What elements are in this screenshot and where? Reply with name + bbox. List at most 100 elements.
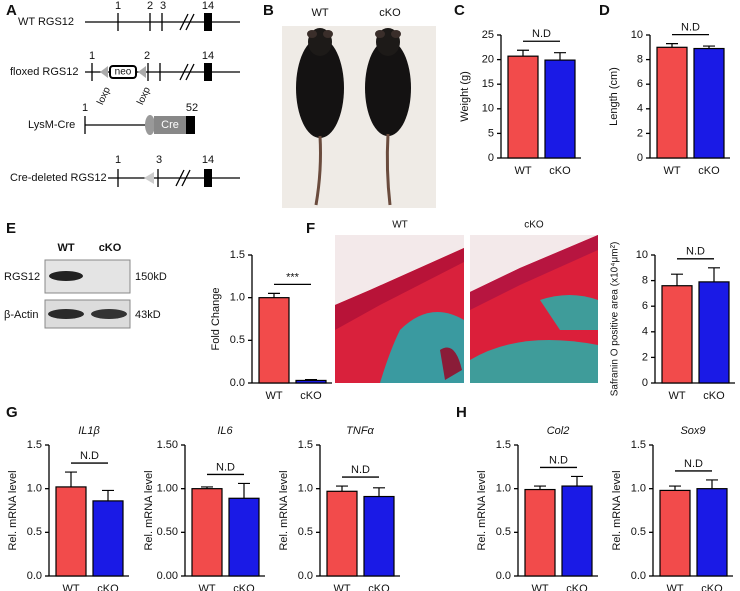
x-tick-label: cKO <box>698 165 720 177</box>
y-axis-label: Rel. mRNA level <box>278 470 290 550</box>
exon-number: 3 <box>156 154 162 166</box>
bar <box>507 55 539 159</box>
y-tick-label: 1.5 <box>496 439 511 451</box>
x-tick-label: cKO <box>549 165 571 177</box>
x-tick-label: WT <box>198 583 215 591</box>
chart-title: IL6 <box>217 425 233 437</box>
exon-number: 14 <box>202 154 214 166</box>
annotation: N.D <box>216 461 235 473</box>
x-tick-label: cKO <box>300 390 322 402</box>
panel-letter: F <box>306 220 315 237</box>
y-tick-label: 0.0 <box>27 570 42 582</box>
error-bar <box>708 267 720 282</box>
chart-title: Col2 <box>547 425 570 437</box>
exon-number: 1 <box>82 102 88 114</box>
x-tick-label: cKO <box>703 390 725 402</box>
error-bar <box>268 292 280 298</box>
y-tick-label: 0.5 <box>27 526 42 538</box>
error-bar <box>305 378 317 381</box>
protein-label: β-Actin <box>4 309 38 321</box>
chart-title: IL1β <box>78 425 100 437</box>
bar <box>561 485 593 577</box>
y-axis-label: Weight (g) <box>459 71 471 122</box>
x-tick-label: WT <box>514 165 531 177</box>
exon-number: 1 <box>89 50 95 62</box>
panel-letter: H <box>456 404 467 421</box>
annotation: N.D <box>532 28 551 40</box>
lane-label: WT <box>57 242 74 254</box>
x-tick-label: cKO <box>368 583 390 591</box>
x-tick-label: cKO <box>97 583 119 591</box>
exon-number: 14 <box>202 0 214 12</box>
y-tick-label: 2 <box>642 351 648 363</box>
histology: WT cKO <box>335 220 598 383</box>
bar <box>363 495 395 577</box>
y-tick-label: 1.0 <box>230 292 245 304</box>
protein-label: RGS12 <box>4 271 40 283</box>
panel-letter: B <box>263 2 274 19</box>
y-tick-label: 1.5 <box>27 439 42 451</box>
x-tick-label: cKO <box>566 583 588 591</box>
exon-number: 3 <box>160 0 166 12</box>
error-bar <box>706 479 718 489</box>
annotation: *** <box>286 271 300 283</box>
error-bar <box>65 471 77 487</box>
y-tick-label: 0.0 <box>298 570 313 582</box>
bar <box>661 285 693 384</box>
y-tick-label: 1.5 <box>230 249 245 261</box>
x-tick-label: WT <box>333 583 350 591</box>
annotation: N.D <box>681 22 700 34</box>
gene-label: Cre <box>161 119 179 131</box>
exon-number: 1 <box>115 154 121 166</box>
panel-letter: A <box>6 2 17 19</box>
error-bar <box>336 485 348 492</box>
size-label: 43kD <box>135 309 161 321</box>
error-bar <box>102 489 114 501</box>
photo-label: cKO <box>379 7 401 19</box>
y-tick-label: 1.00 <box>157 483 178 495</box>
y-tick-label: 1.5 <box>631 439 646 451</box>
gene-diagram: WT RGS12 1 2 3 14 floxed RGS12 neo 1 2 1… <box>10 0 240 187</box>
annotation: N.D <box>351 464 370 476</box>
bar <box>524 488 556 577</box>
y-tick-label: 20 <box>482 54 494 66</box>
y-tick-label: 6 <box>637 78 643 90</box>
exon-number: 52 <box>186 102 198 114</box>
y-tick-label: 15 <box>482 78 494 90</box>
exon-number: 14 <box>202 50 214 62</box>
chart-title: TNFα <box>346 425 374 437</box>
image-label: WT <box>392 220 408 231</box>
bar <box>656 46 688 159</box>
x-tick-label: WT <box>666 583 683 591</box>
bar <box>55 486 87 577</box>
bar <box>659 489 691 577</box>
bar <box>258 297 290 384</box>
y-tick-label: 0.0 <box>631 570 646 582</box>
y-tick-label: 1.0 <box>298 483 313 495</box>
y-tick-label: 0.5 <box>631 526 646 538</box>
error-bar <box>666 43 678 48</box>
y-tick-label: 25 <box>482 29 494 41</box>
x-tick-label: cKO <box>701 583 723 591</box>
x-tick-label: WT <box>663 165 680 177</box>
y-tick-label: 0 <box>637 152 643 164</box>
bar <box>191 488 223 577</box>
mouse-photo: WT cKO <box>282 7 436 208</box>
y-tick-label: 0.00 <box>157 570 178 582</box>
y-tick-label: 10 <box>636 249 648 261</box>
annotation: N.D <box>686 246 705 258</box>
panel-letter: E <box>6 220 16 237</box>
y-tick-label: 1.0 <box>496 483 511 495</box>
error-bar <box>201 486 213 489</box>
annotation: N.D <box>549 454 568 466</box>
panel-letter: C <box>454 2 465 19</box>
image-label: cKO <box>524 220 544 231</box>
error-bar <box>517 49 529 57</box>
bar <box>693 47 725 159</box>
y-tick-label: 8 <box>637 54 643 66</box>
x-tick-label: WT <box>62 583 79 591</box>
y-axis-label: Safranin O positive area (x10⁴μm²) <box>610 242 621 397</box>
size-label: 150kD <box>135 271 167 283</box>
y-tick-label: 6 <box>642 300 648 312</box>
